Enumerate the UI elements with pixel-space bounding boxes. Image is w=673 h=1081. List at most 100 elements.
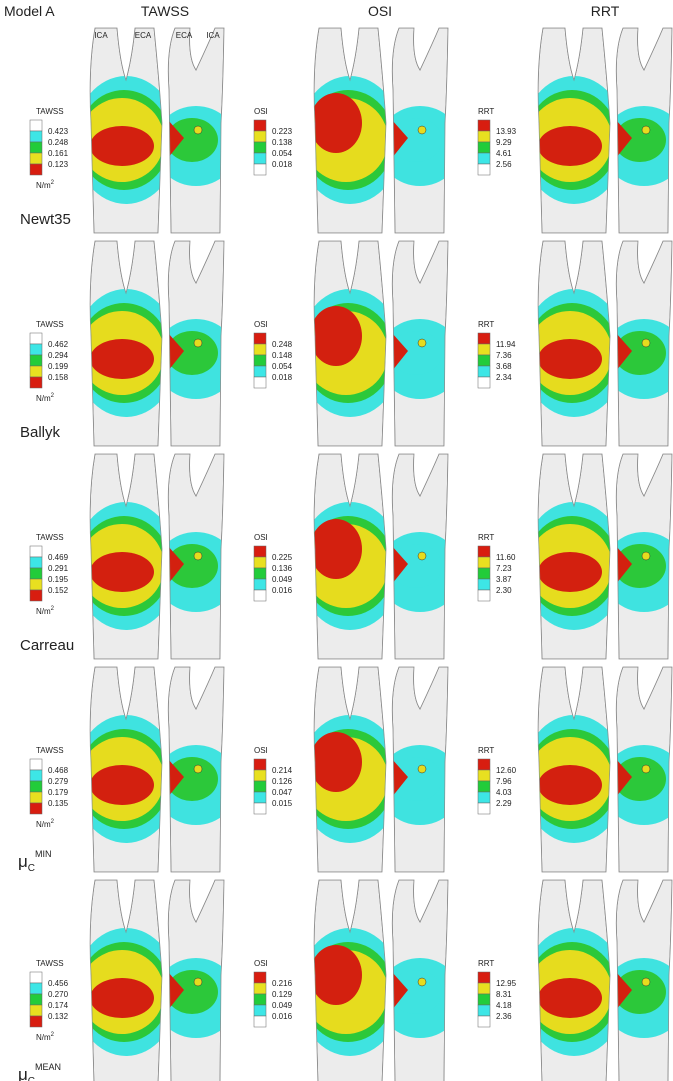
legend-value: 0.225: [272, 553, 293, 562]
column-title: OSI: [368, 3, 392, 19]
row-label: Newt35: [20, 211, 71, 228]
contour-band: [194, 978, 202, 986]
legend-value: 3.87: [496, 575, 512, 584]
legend-value: 0.047: [272, 788, 293, 797]
legend-value: 0.456: [48, 979, 69, 988]
legend-swatch: [478, 377, 490, 388]
legend-value: 13.93: [496, 127, 517, 136]
legend-value: 0.214: [272, 766, 293, 775]
legend-swatch: [30, 557, 42, 568]
legend-swatch: [478, 142, 490, 153]
legend-swatch: [30, 1016, 42, 1027]
contour-band: [418, 552, 426, 560]
legend-value: 12.95: [496, 979, 517, 988]
legend-value: 0.135: [48, 799, 69, 808]
legend-swatch: [30, 366, 42, 377]
legend-swatch: [478, 333, 490, 344]
legend-value: 0.132: [48, 1012, 69, 1021]
label-sub: C: [28, 863, 35, 874]
legend-swatch: [478, 792, 490, 803]
legend-swatch: [30, 792, 42, 803]
contour-band: [538, 765, 602, 805]
legend-swatch: [254, 994, 266, 1005]
legend-value: 0.469: [48, 553, 69, 562]
wss-contour: [298, 880, 402, 1081]
row-label: μCMIN: [18, 849, 52, 874]
legend-value: 7.23: [496, 564, 512, 573]
legend-value: 0.174: [48, 1001, 69, 1010]
legend-title: OSI: [254, 746, 268, 755]
wss-contour: [298, 454, 402, 659]
legend-swatch: [254, 770, 266, 781]
column-title: RRT: [591, 3, 620, 19]
contour-band: [194, 765, 202, 773]
legend-swatch: [478, 344, 490, 355]
legend-swatch: [254, 792, 266, 803]
wss-contour: [522, 28, 626, 233]
unit-base: N/m: [36, 820, 51, 829]
contour-band: [642, 339, 650, 347]
contour-band: [90, 339, 154, 379]
legend-value: 2.34: [496, 373, 512, 382]
legend-title: RRT: [478, 959, 494, 968]
legend-swatch: [478, 972, 490, 983]
legend-swatch: [478, 1005, 490, 1016]
legend-swatch: [30, 131, 42, 142]
legend-swatch: [30, 120, 42, 131]
legend-value: 0.179: [48, 788, 69, 797]
label-sub: C: [28, 1076, 35, 1081]
legend-swatch: [478, 153, 490, 164]
legend-value: 7.96: [496, 777, 512, 786]
label-main: μ: [18, 852, 28, 871]
unit-base: N/m: [36, 607, 51, 616]
legend-swatch: [478, 120, 490, 131]
legend-title: TAWSS: [36, 533, 64, 542]
legend-value: 0.016: [272, 1012, 293, 1021]
legend-title: TAWSS: [36, 959, 64, 968]
contour-band: [310, 93, 362, 153]
legend-swatch: [254, 142, 266, 153]
legend-value: 0.018: [272, 160, 293, 169]
legend-swatch: [254, 972, 266, 983]
vessel-layer: [74, 28, 673, 1081]
legend-value: 2.56: [496, 160, 512, 169]
wss-contour: [522, 241, 626, 446]
legend-value: 0.161: [48, 149, 69, 158]
legend-value: 0.049: [272, 1001, 293, 1010]
legend-swatch: [478, 983, 490, 994]
wss-contour: [522, 454, 626, 659]
legend-swatch: [254, 803, 266, 814]
legend-swatch: [30, 153, 42, 164]
legend-value: 2.29: [496, 799, 512, 808]
legend-value: 0.136: [272, 564, 293, 573]
legend-swatch: [254, 983, 266, 994]
legend-swatch: [254, 781, 266, 792]
legend-title: TAWSS: [36, 746, 64, 755]
legend-swatch: [254, 333, 266, 344]
vessel-label: ICA: [94, 31, 108, 40]
contour-band: [642, 978, 650, 986]
legend-value: 0.291: [48, 564, 69, 573]
legend-swatch: [254, 568, 266, 579]
legend-value: 0.152: [48, 586, 69, 595]
legend-swatch: [478, 759, 490, 770]
label-sup: MEAN: [35, 1062, 61, 1072]
legend-value: 0.223: [272, 127, 293, 136]
legend-value: 9.29: [496, 138, 512, 147]
legend-value: 2.36: [496, 1012, 512, 1021]
legend-swatch: [30, 994, 42, 1005]
unit-sup: 2: [51, 180, 55, 186]
unit-sup: 2: [51, 606, 55, 612]
wss-contour: [74, 241, 178, 446]
legend-unit: N/m2: [36, 606, 55, 616]
contour-band: [418, 765, 426, 773]
legend-value: 0.462: [48, 340, 69, 349]
wss-contour: [74, 880, 178, 1081]
unit-sup: 2: [51, 393, 55, 399]
legend-swatch: [478, 568, 490, 579]
legend-value: 0.423: [48, 127, 69, 136]
legend-value: 2.30: [496, 586, 512, 595]
contour-band: [310, 732, 362, 792]
legend-title: OSI: [254, 533, 268, 542]
contour-band: [418, 978, 426, 986]
